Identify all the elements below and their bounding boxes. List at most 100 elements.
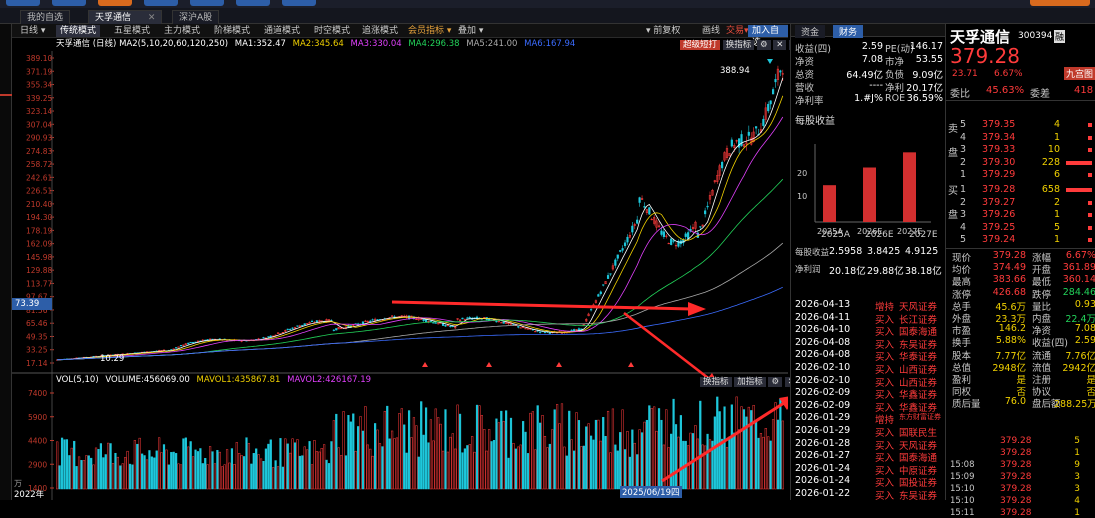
report-org[interactable]: 东吴证券	[899, 339, 938, 351]
vol-switch-button[interactable]: 换指标	[700, 377, 732, 387]
overlay-select[interactable]: 叠加 ▾	[454, 25, 487, 37]
report-org[interactable]: 天风证券	[899, 302, 938, 313]
eps-year-label: 2027E	[909, 230, 938, 240]
stat-label: 市盈	[952, 326, 972, 338]
bid-price[interactable]: 379.28	[982, 184, 1016, 195]
tick-price: 379.28	[1000, 448, 1032, 458]
report-org[interactable]: 天风证券	[899, 440, 938, 452]
mode-channel[interactable]: 通道模式	[264, 26, 301, 36]
trade-button[interactable]: 交易▾	[722, 25, 753, 37]
bid-volume: 1	[1053, 209, 1060, 221]
tab-finance[interactable]: 财务	[833, 25, 864, 38]
toolbar-button[interactable]	[52, 0, 86, 6]
chevron-down-icon: ▾	[446, 26, 452, 36]
ask-price[interactable]: 379.35	[982, 119, 1016, 130]
stat-label: 现价	[952, 253, 972, 264]
report-date: 2026-04-13	[795, 299, 851, 310]
price-tick-label: 274.83	[26, 147, 52, 156]
report-org[interactable]: 华鑫证券	[899, 402, 938, 414]
report-rating: 买入	[875, 339, 895, 351]
stat-value: 是	[1016, 375, 1026, 386]
tab-funds[interactable]: 资金	[795, 25, 826, 38]
ask-depth-bar	[1066, 160, 1092, 165]
report-org[interactable]: 长江证券	[899, 314, 938, 326]
stat-label: 换手	[952, 338, 972, 350]
price-tick-label: 242.61	[26, 173, 52, 182]
tick-volume: 9	[1074, 460, 1080, 470]
toolbar-button[interactable]	[282, 0, 316, 6]
report-org[interactable]: 国投证券	[899, 478, 938, 490]
ask-depth-bar	[1088, 148, 1092, 153]
ask-price[interactable]: 379.33	[982, 144, 1016, 156]
report-org[interactable]: 中原证券	[899, 465, 938, 477]
tab-market[interactable]: 深沪A股	[172, 10, 220, 24]
bid-price[interactable]: 379.24	[982, 234, 1016, 246]
gear-icon[interactable]: ⚙	[756, 40, 771, 50]
ask-volume: 10	[1047, 144, 1060, 156]
stat-value: 否	[1016, 387, 1026, 399]
mode-chase[interactable]: 追涨模式	[362, 26, 399, 36]
close-icon[interactable]: ✕	[147, 13, 156, 23]
add-watchlist-button[interactable]: 加入自选	[748, 25, 788, 48]
report-org[interactable]: 国泰海通	[899, 327, 938, 339]
bid-level: 4	[960, 221, 967, 233]
price-tick-label: 210.40	[26, 200, 52, 209]
ask-price[interactable]: 379.34	[982, 131, 1016, 143]
bid-price[interactable]: 379.25	[982, 221, 1016, 233]
adjust-select[interactable]: ▾ 前复权	[642, 25, 684, 37]
bid-depth-bar	[1088, 225, 1092, 230]
mode-five-star[interactable]: 五星模式	[114, 26, 151, 36]
bid-price[interactable]: 379.26	[982, 209, 1016, 221]
nine-grid-button[interactable]: 九宫图	[1064, 67, 1095, 80]
period-select[interactable]: 日线 ▾	[16, 25, 49, 37]
vol-add-button[interactable]: 加指标	[734, 377, 766, 387]
switch-indicator-button[interactable]: 换指标	[722, 40, 755, 50]
stat-value: 284.46	[1062, 286, 1095, 298]
bid-price[interactable]: 379.27	[982, 196, 1016, 208]
toolbar-button[interactable]	[98, 0, 132, 6]
price-tick-label: 339.25	[26, 94, 52, 103]
mode-ladder[interactable]: 阶梯模式	[214, 26, 251, 36]
super-short-button[interactable]: 超级短打	[680, 40, 721, 50]
mode-spacetime[interactable]: 时空模式	[314, 26, 351, 36]
close-icon[interactable]: ✕	[773, 40, 787, 50]
ask-depth-bar	[1088, 135, 1092, 140]
ask-price[interactable]: 379.30	[982, 156, 1016, 168]
stat-label: 盈利	[952, 375, 972, 386]
report-org[interactable]: 山西证券	[899, 377, 938, 389]
report-date: 2026-01-22	[795, 488, 851, 499]
toolbar-button[interactable]	[144, 0, 178, 6]
toolbar-button[interactable]	[190, 0, 224, 6]
sell-label-char1: 卖	[948, 124, 958, 135]
quote-pct: 6.67%	[994, 69, 1023, 79]
ask-volume: 4	[1053, 119, 1060, 130]
stat-label: 质后量	[952, 399, 981, 411]
mode-traditional[interactable]: 传统模式	[56, 25, 101, 37]
report-rating: 买入	[875, 365, 895, 376]
ask-price[interactable]: 379.29	[982, 169, 1016, 181]
report-org[interactable]: 国联民生	[899, 428, 938, 439]
report-org[interactable]: 华鑫证券	[899, 390, 938, 402]
toolbar-button[interactable]	[6, 0, 40, 6]
kline-chart[interactable]: 389.10 371.19 355.34 339.25 323.14 307.04 290.…	[12, 51, 788, 500]
toolbar-button[interactable]	[236, 0, 270, 6]
report-rating: 买入	[875, 390, 895, 402]
toolbar-button[interactable]	[1030, 0, 1090, 6]
report-date: 2026-01-24	[795, 462, 851, 474]
tab-stock[interactable]: 天孚通信 ✕	[88, 10, 163, 24]
stat-label: 外盘	[952, 314, 972, 325]
draw-line-button[interactable]: 画线	[702, 26, 721, 36]
chevron-down-icon: ▾	[646, 26, 651, 36]
report-org[interactable]: 国泰海通	[899, 453, 938, 465]
gear-icon[interactable]: ⚙	[768, 377, 783, 387]
report-org[interactable]: 山西证券	[899, 365, 938, 376]
report-org[interactable]: 华泰证券	[899, 352, 938, 364]
tab-watchlist[interactable]: 我的自选	[20, 10, 71, 24]
report-org[interactable]: 东方财富证券	[899, 413, 941, 422]
vol-mavol1: MAVOL1:435867.81	[196, 375, 281, 385]
report-org[interactable]: 东吴证券	[899, 491, 938, 502]
stat-label: 总手	[952, 301, 972, 313]
member-indicator[interactable]: 会员指标 ▾	[404, 25, 455, 37]
stat-label: 涨幅	[1032, 253, 1052, 264]
mode-main-force[interactable]: 主力模式	[164, 26, 201, 36]
